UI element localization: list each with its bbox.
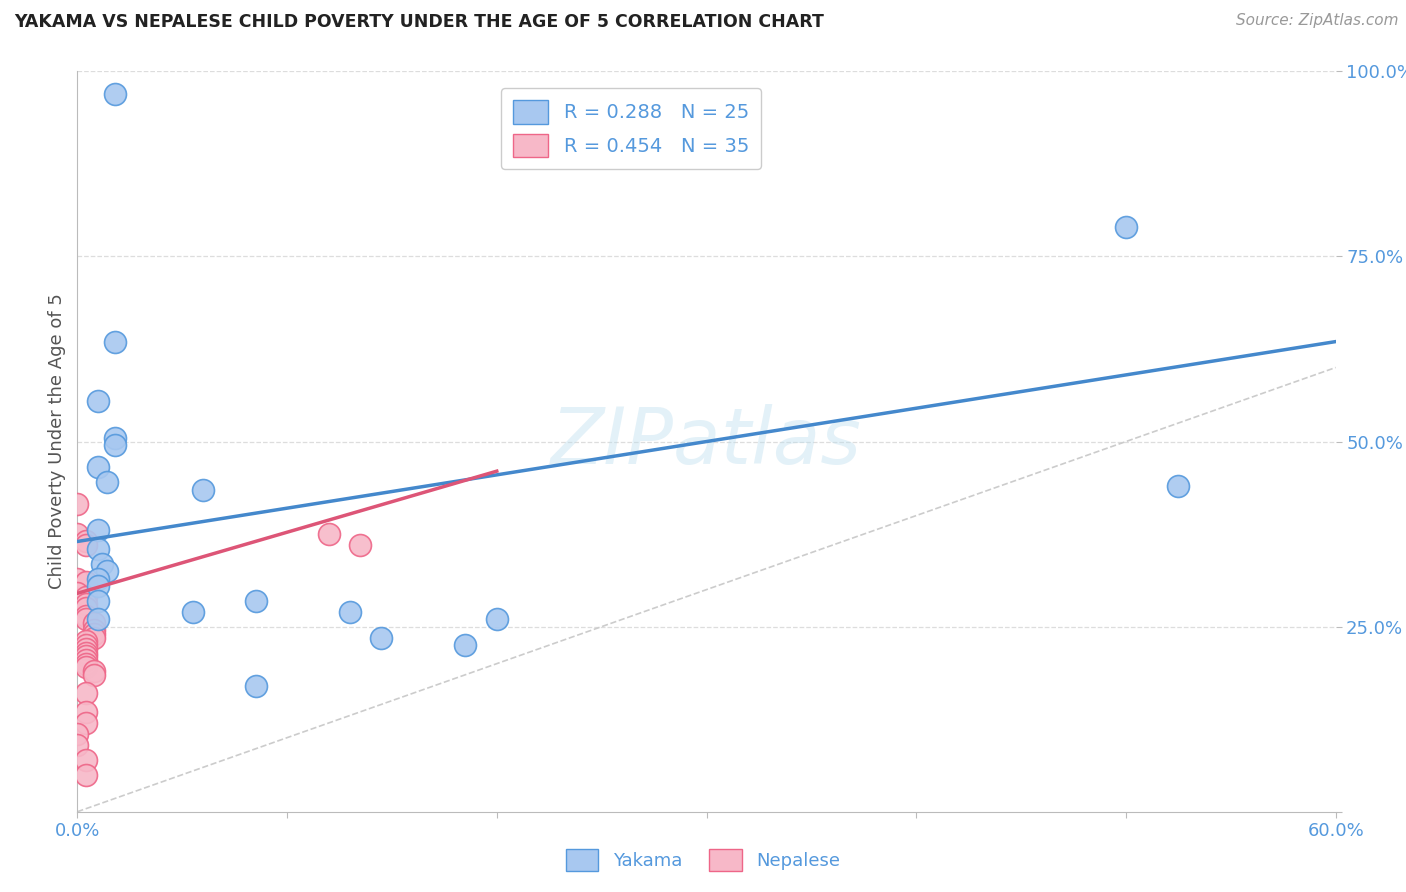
Point xyxy=(454,638,477,652)
Point xyxy=(104,438,127,452)
Point xyxy=(66,527,89,541)
Legend: R = 0.288   N = 25, R = 0.454   N = 35: R = 0.288 N = 25, R = 0.454 N = 35 xyxy=(502,88,761,169)
Point xyxy=(83,667,105,681)
Point xyxy=(75,653,97,667)
Point xyxy=(75,634,97,648)
Text: ZIPatlas: ZIPatlas xyxy=(551,403,862,480)
Point xyxy=(66,727,89,741)
Point xyxy=(87,393,110,408)
Point xyxy=(104,431,127,445)
Point xyxy=(75,612,97,626)
Point xyxy=(83,615,105,630)
Point xyxy=(75,686,97,700)
Point xyxy=(75,660,97,674)
Point xyxy=(66,738,89,752)
Point xyxy=(87,612,110,626)
Point xyxy=(75,608,97,623)
Point xyxy=(75,590,97,604)
Point xyxy=(87,460,110,475)
Point xyxy=(75,753,97,767)
Point xyxy=(75,649,97,664)
Text: Source: ZipAtlas.com: Source: ZipAtlas.com xyxy=(1236,13,1399,29)
Point xyxy=(1115,219,1137,234)
Point xyxy=(75,641,97,656)
Point xyxy=(104,87,127,101)
Point xyxy=(485,612,508,626)
Point xyxy=(75,598,97,612)
Y-axis label: Child Poverty Under the Age of 5: Child Poverty Under the Age of 5 xyxy=(48,293,66,590)
Point xyxy=(245,593,267,607)
Point xyxy=(339,605,361,619)
Point xyxy=(75,715,97,730)
Point xyxy=(91,557,114,571)
Point xyxy=(96,475,118,490)
Point xyxy=(349,538,371,552)
Point xyxy=(75,767,97,781)
Point xyxy=(1167,479,1189,493)
Point xyxy=(75,601,97,615)
Point xyxy=(370,631,392,645)
Point xyxy=(66,586,89,600)
Point xyxy=(83,624,105,638)
Point xyxy=(87,579,110,593)
Point xyxy=(181,605,204,619)
Point xyxy=(83,631,105,645)
Point xyxy=(75,705,97,719)
Point xyxy=(75,575,97,590)
Point xyxy=(318,527,340,541)
Point xyxy=(87,541,110,556)
Point xyxy=(75,534,97,549)
Point xyxy=(75,646,97,660)
Point xyxy=(87,524,110,538)
Legend: Yakama, Nepalese: Yakama, Nepalese xyxy=(558,842,848,879)
Point xyxy=(87,593,110,607)
Text: YAKAMA VS NEPALESE CHILD POVERTY UNDER THE AGE OF 5 CORRELATION CHART: YAKAMA VS NEPALESE CHILD POVERTY UNDER T… xyxy=(14,13,824,31)
Point xyxy=(191,483,215,497)
Point xyxy=(83,627,105,641)
Point xyxy=(87,572,110,586)
Point xyxy=(75,538,97,552)
Point xyxy=(66,498,89,512)
Point xyxy=(75,638,97,652)
Point xyxy=(83,664,105,678)
Point xyxy=(104,334,127,349)
Point xyxy=(75,657,97,671)
Point xyxy=(66,572,89,586)
Point xyxy=(96,564,118,578)
Point xyxy=(245,679,267,693)
